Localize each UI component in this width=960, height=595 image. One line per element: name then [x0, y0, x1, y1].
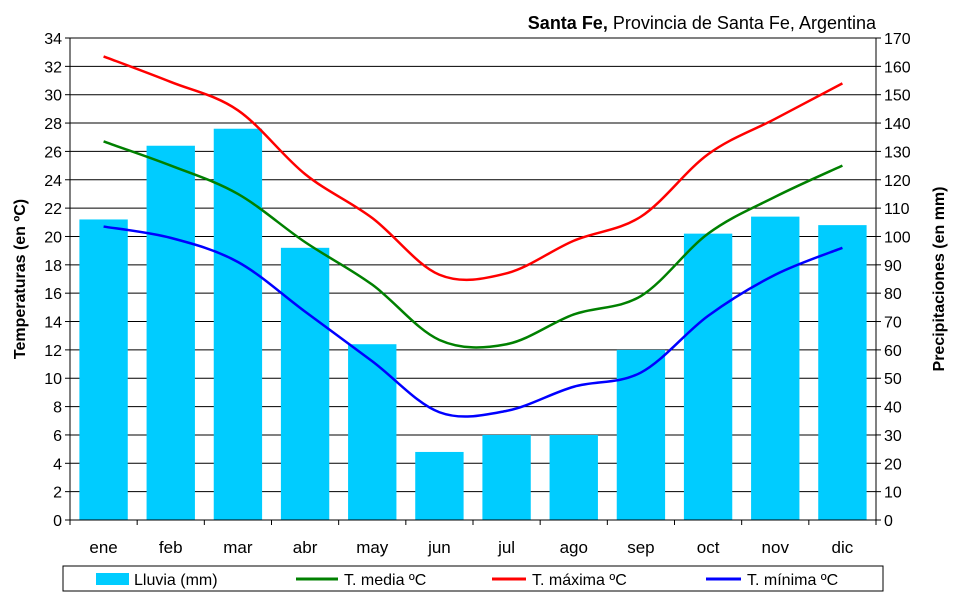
left-tick-label: 22	[44, 201, 62, 218]
right-tick-label: 150	[884, 88, 911, 105]
bar-feb	[146, 145, 195, 520]
x-tick-label-dic: dic	[832, 538, 854, 557]
right-tick-label: 60	[884, 343, 902, 360]
x-tick-label-jun: jun	[427, 538, 451, 557]
right-tick-label: 10	[884, 485, 902, 502]
bar-jun	[415, 451, 464, 520]
x-tick-label-jul: jul	[497, 538, 515, 557]
bar-oct	[683, 233, 733, 520]
bar-jul	[482, 434, 531, 520]
x-tick-label-feb: feb	[159, 538, 183, 557]
left-tick-label: 26	[44, 144, 62, 161]
right-tick-label: 160	[884, 59, 911, 76]
legend-box	[62, 565, 884, 592]
bar-ago	[549, 434, 598, 520]
bar-abr	[280, 247, 330, 520]
left-tick-label: 16	[44, 286, 62, 303]
right-tick-label: 40	[884, 400, 902, 417]
legend-label-lluvia: Lluvia (mm)	[134, 572, 218, 589]
bar-dic	[818, 225, 867, 521]
left-tick-label: 14	[44, 315, 62, 332]
left-tick-label: 10	[44, 371, 62, 388]
right-tick-label: 90	[884, 258, 902, 275]
left-tick-label: 0	[53, 513, 62, 530]
right-tick-label: 170	[884, 31, 911, 48]
line-series-group	[103, 55, 844, 418]
right-tick-label: 50	[884, 371, 902, 388]
right-tick-label: 120	[884, 173, 911, 190]
x-tick-label-may: may	[356, 538, 389, 557]
left-tick-label: 18	[44, 258, 62, 275]
left-axis-title: Temperaturas (en ºC)	[12, 199, 29, 359]
x-tick-label-nov: nov	[762, 538, 790, 557]
bar-ene	[79, 219, 128, 521]
chart-title: Santa Fe, Provincia de Santa Fe, Argenti…	[528, 13, 877, 33]
left-tick-label: 28	[44, 116, 62, 133]
right-axis-ticks: 0 10 20 30 40 50 60 70 80 90 100 110 120 130 140 150 160…	[876, 31, 911, 530]
legend-label-minima: T. mínima ºC	[747, 572, 838, 589]
bar-sep	[616, 349, 666, 520]
gridlines	[70, 37, 876, 493]
line-minima	[103, 225, 843, 418]
legend-label-maxima: T. máxima ºC	[532, 572, 627, 589]
right-tick-label: 80	[884, 286, 902, 303]
right-tick-label: 140	[884, 116, 911, 133]
line-maxima	[103, 55, 844, 282]
left-tick-label: 30	[44, 88, 62, 105]
bar-nov	[751, 216, 800, 520]
chart-title-city: Santa Fe,	[528, 13, 608, 33]
left-tick-label: 24	[44, 173, 62, 190]
left-tick-label: 6	[53, 428, 62, 445]
legend-swatch-lluvia	[96, 573, 129, 585]
x-tick-label-mar: mar	[223, 538, 253, 557]
right-tick-label: 110	[884, 201, 910, 218]
legend: Lluvia (mm) T. media ºC T. máxima ºC T. …	[62, 565, 884, 592]
left-tick-label: 32	[44, 59, 62, 76]
left-tick-label: 4	[53, 456, 62, 473]
x-tick-label-sep: sep	[627, 538, 654, 557]
left-tick-label: 8	[53, 400, 62, 417]
bar-mar	[213, 128, 263, 520]
x-tick-label-abr: abr	[293, 538, 318, 557]
right-tick-label: 130	[884, 144, 911, 161]
right-tick-label: 30	[884, 428, 902, 445]
left-tick-label: 20	[44, 229, 62, 246]
x-tick-label-oct: oct	[697, 538, 720, 557]
left-tick-label: 2	[53, 485, 62, 502]
legend-label-media: T. media ºC	[344, 572, 426, 589]
x-tick-label-ago: ago	[560, 538, 588, 557]
right-tick-label: 100	[884, 229, 911, 246]
x-tick-label-ene: ene	[89, 538, 117, 557]
x-axis-ticks: ene feb mar abr may jun jul ago sep oct nov dic	[69, 520, 877, 557]
left-tick-label: 34	[44, 31, 62, 48]
left-tick-label: 12	[44, 343, 62, 360]
bar-series-lluvia	[79, 128, 867, 521]
line-media	[103, 140, 843, 349]
right-tick-label: 70	[884, 315, 902, 332]
right-tick-label: 0	[884, 513, 893, 530]
right-tick-label: 20	[884, 456, 902, 473]
right-axis-title: Precipitaciones (en mm)	[931, 187, 948, 372]
chart-title-region: Provincia de Santa Fe, Argentina	[608, 13, 877, 33]
bar-may	[348, 344, 397, 520]
